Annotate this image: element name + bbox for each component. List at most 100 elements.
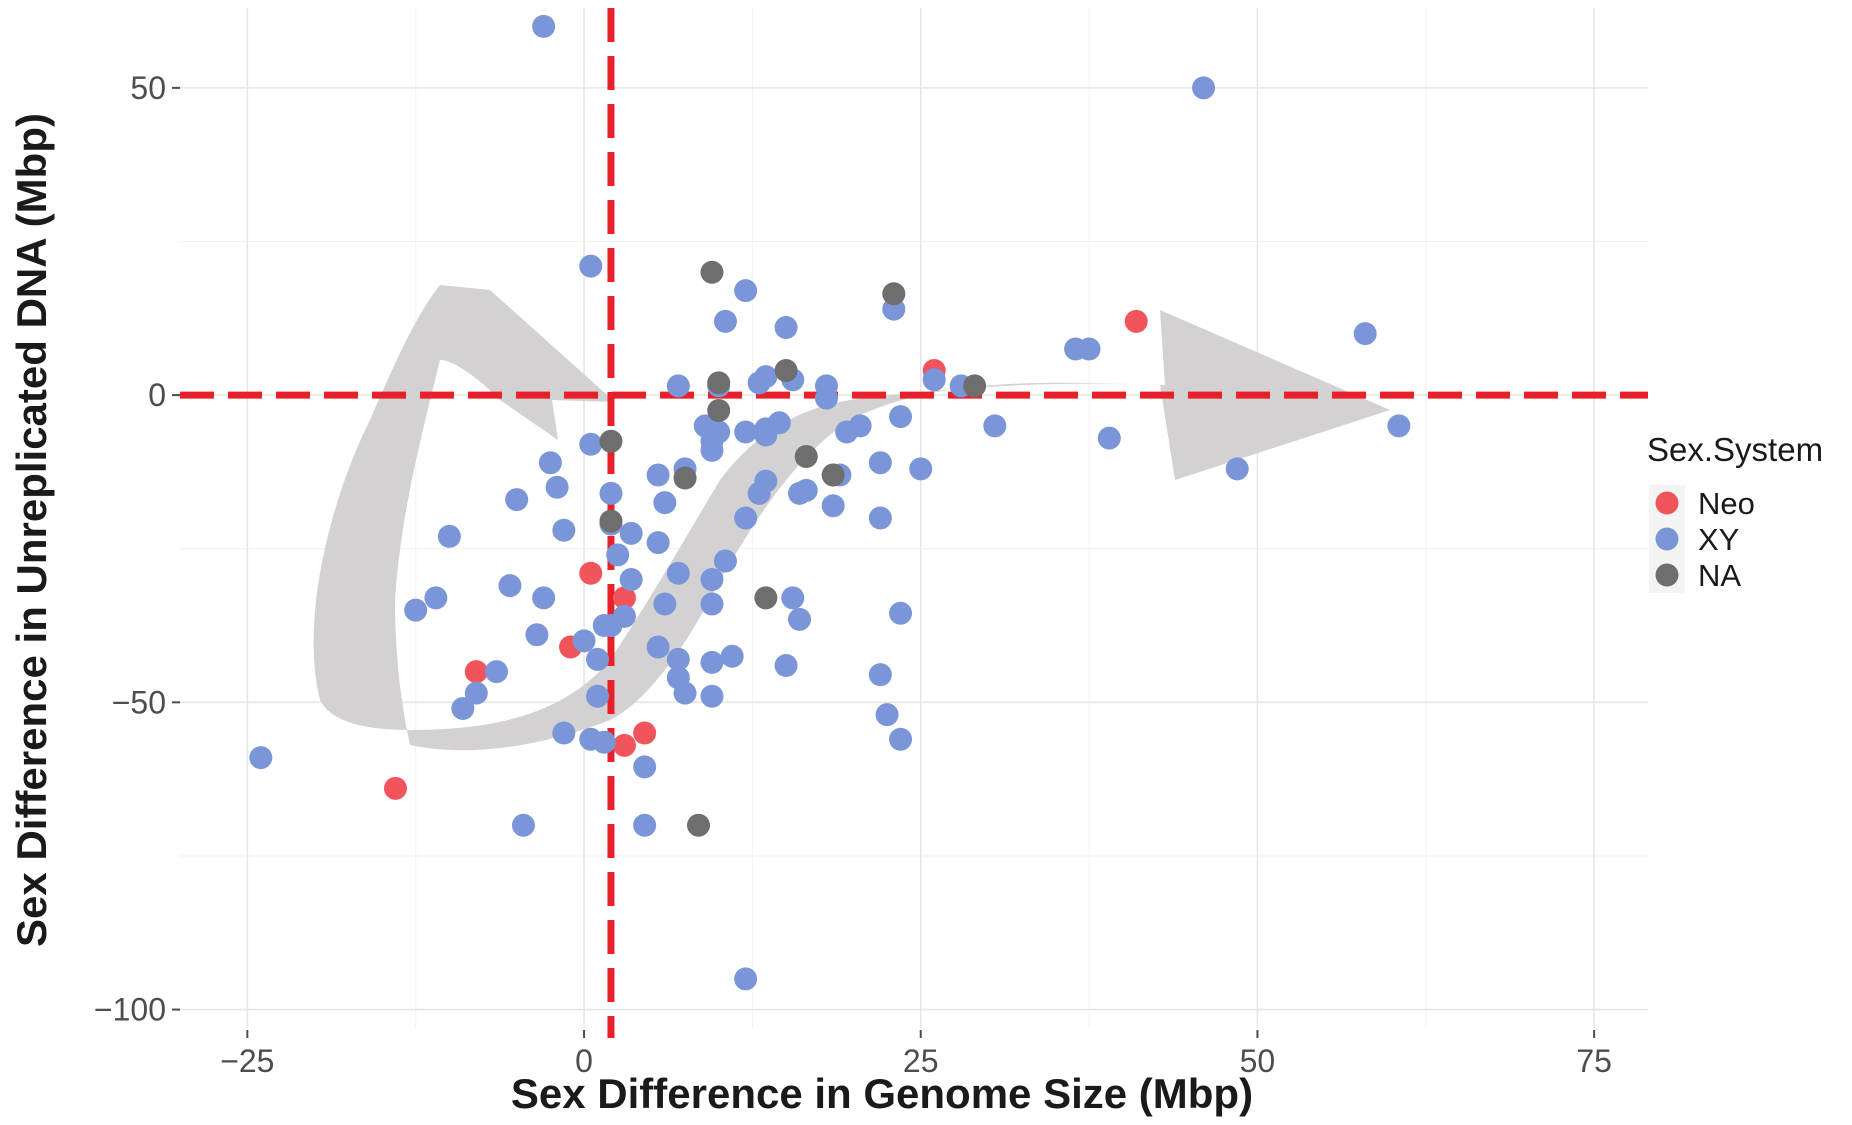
data-point-neo — [383, 776, 407, 800]
data-point-xy — [720, 644, 744, 668]
data-point-xy — [713, 309, 737, 333]
data-point-xy — [451, 696, 475, 720]
data-point-xy — [1353, 322, 1377, 346]
x-tick-label: −25 — [220, 1043, 274, 1079]
data-point-xy — [734, 420, 758, 444]
data-point-xy — [437, 524, 461, 548]
legend-key-xy — [1655, 527, 1679, 551]
data-point-xy — [532, 586, 556, 610]
data-point-xy — [700, 592, 724, 616]
trend-arrows — [313, 285, 1390, 751]
data-point-xy — [619, 521, 643, 545]
data-point-xy — [646, 635, 670, 659]
data-point-xy — [606, 543, 630, 567]
data-point-na — [687, 813, 711, 837]
x-tick-label: 25 — [903, 1043, 939, 1079]
data-point-xy — [774, 316, 798, 340]
data-point-xy — [747, 481, 771, 505]
data-point-xy — [700, 650, 724, 674]
x-tick-label: 0 — [575, 1043, 593, 1079]
data-point-xy — [814, 386, 838, 410]
data-point-xy — [552, 518, 576, 542]
data-point-xy — [700, 438, 724, 462]
legend-title: Sex.System — [1647, 431, 1823, 468]
y-tick-label: 0 — [148, 377, 166, 413]
y-tick-label: 50 — [130, 70, 166, 106]
data-point-na — [700, 260, 724, 284]
data-point-neo — [612, 733, 636, 757]
data-point-xy — [592, 730, 616, 754]
series-xy — [249, 14, 1411, 991]
data-point-neo — [464, 660, 488, 684]
data-point-xy — [821, 494, 845, 518]
data-point-xy — [835, 420, 859, 444]
data-point-xy — [538, 451, 562, 475]
data-point-xy — [552, 721, 576, 745]
data-point-xy — [666, 374, 690, 398]
data-point-xy — [1225, 457, 1249, 481]
legend-key-na — [1655, 563, 1679, 587]
data-point-xy — [1097, 426, 1121, 450]
data-point-xy — [754, 365, 778, 389]
data-point-xy — [579, 254, 603, 278]
data-point-xy — [633, 755, 657, 779]
data-point-xy — [700, 684, 724, 708]
data-point-na — [599, 429, 623, 453]
data-point-xy — [666, 647, 690, 671]
data-point-xy — [505, 488, 529, 512]
legend-label-neo: Neo — [1698, 486, 1755, 521]
data-point-xy — [579, 432, 603, 456]
data-point-xy — [794, 478, 818, 502]
y-tick-label: −100 — [94, 992, 166, 1028]
data-point-xy — [633, 813, 657, 837]
data-point-xy — [646, 463, 670, 487]
y-axis-title: Sex Difference in Unreplicated DNA (Mbp) — [8, 113, 55, 947]
data-point-xy — [666, 561, 690, 585]
data-point-xy — [586, 684, 610, 708]
legend-label-na: NA — [1698, 558, 1741, 593]
x-tick-label: 50 — [1240, 1043, 1276, 1079]
data-point-xy — [586, 647, 610, 671]
legend-label-xy: XY — [1698, 522, 1739, 557]
data-point-neo — [612, 586, 636, 610]
data-point-xy — [734, 279, 758, 303]
data-point-xy — [424, 586, 448, 610]
data-point-xy — [532, 14, 556, 38]
data-point-xy — [464, 681, 488, 705]
y-tick-label: −50 — [112, 684, 166, 720]
data-point-xy — [889, 405, 913, 429]
data-point-xy — [754, 423, 778, 447]
data-point-xy — [653, 491, 677, 515]
data-point-xy — [700, 567, 724, 591]
reference-lines — [180, 8, 1648, 1038]
data-point-xy — [868, 506, 892, 530]
data-point-xy — [572, 629, 596, 653]
data-point-xy — [484, 660, 508, 684]
data-point-na — [882, 282, 906, 306]
data-point-xy — [545, 475, 569, 499]
data-point-xy — [1192, 76, 1216, 100]
data-point-xy — [1077, 337, 1101, 361]
data-point-xy — [404, 598, 428, 622]
data-point-na — [754, 586, 778, 610]
data-point-na — [963, 374, 987, 398]
data-point-xy — [713, 549, 737, 573]
data-point-neo — [1124, 309, 1148, 333]
data-point-xy — [498, 574, 522, 598]
data-point-xy — [734, 506, 758, 530]
data-point-xy — [511, 813, 535, 837]
data-point-neo — [633, 721, 657, 745]
data-point-xy — [868, 451, 892, 475]
data-point-xy — [612, 604, 636, 628]
data-point-xy — [889, 601, 913, 625]
data-point-xy — [875, 703, 899, 727]
data-point-xy — [673, 681, 697, 705]
data-point-xy — [868, 663, 892, 687]
data-point-neo — [579, 561, 603, 585]
data-point-xy — [734, 967, 758, 991]
data-point-xy — [909, 457, 933, 481]
x-axis-title: Sex Difference in Genome Size (Mbp) — [511, 1070, 1253, 1117]
curved-arrow-shape — [313, 285, 1390, 751]
